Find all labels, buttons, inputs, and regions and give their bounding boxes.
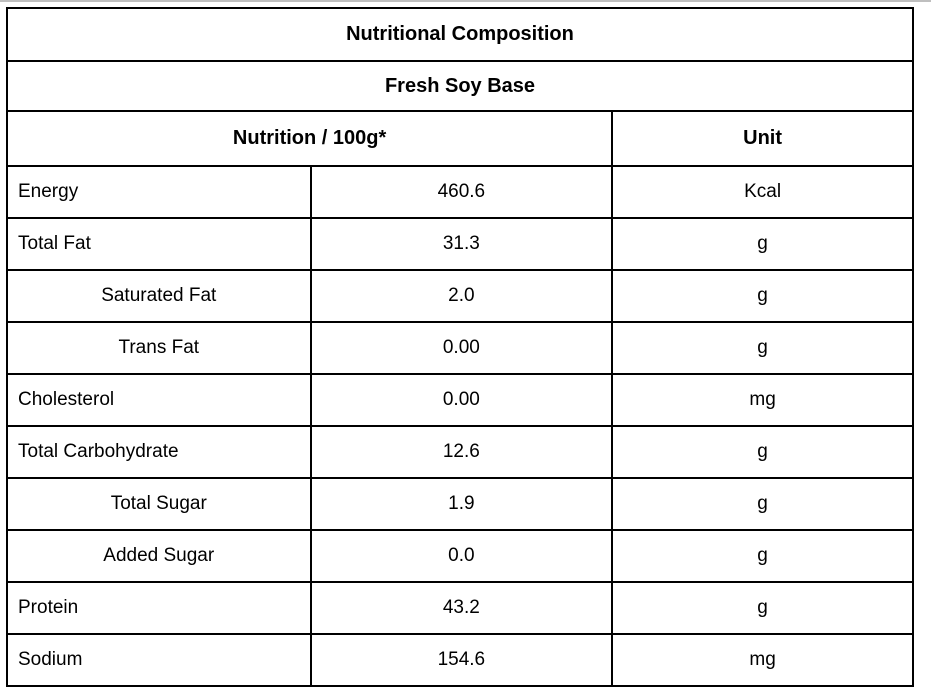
- row-label: Saturated Fat: [6, 269, 312, 323]
- table-row: Saturated Fat 2.0 g: [6, 269, 914, 323]
- row-label: Trans Fat: [6, 321, 312, 375]
- row-unit: g: [611, 321, 914, 375]
- row-unit: g: [611, 217, 914, 271]
- row-value: 460.6: [309, 165, 614, 219]
- row-unit: g: [611, 581, 914, 635]
- row-unit: mg: [611, 633, 914, 687]
- row-value: 31.3: [309, 217, 614, 271]
- nutrition-column-header: Nutrition / 100g*: [5, 110, 614, 167]
- table-row: Total Carbohydrate 12.6 g: [6, 425, 914, 479]
- table-row: Total Sugar 1.9 g: [6, 477, 914, 531]
- row-label: Added Sugar: [6, 529, 312, 583]
- screenshot-top-edge-line: [0, 0, 931, 2]
- row-value: 12.6: [309, 425, 614, 479]
- table-row: Total Fat 31.3 g: [6, 217, 914, 271]
- row-value: 1.9: [309, 477, 614, 531]
- row-value: 0.00: [309, 321, 614, 375]
- table-column-header-row: Nutrition / 100g* Unit: [5, 110, 914, 167]
- table-row: Cholesterol 0.00 mg: [6, 373, 914, 427]
- row-value: 43.2: [309, 581, 614, 635]
- table-row: Energy 460.6 Kcal: [6, 165, 914, 219]
- row-unit: g: [611, 477, 914, 531]
- nutrition-table-container: Nutritional Composition Fresh Soy Base N…: [5, 7, 914, 687]
- row-label: Sodium: [6, 633, 312, 687]
- row-label: Cholesterol: [6, 373, 312, 427]
- row-label: Total Fat: [6, 217, 312, 271]
- table-title: Nutritional Composition: [6, 7, 914, 62]
- row-value: 0.0: [309, 529, 614, 583]
- row-unit: g: [611, 269, 914, 323]
- nutrition-table: Nutritional Composition Fresh Soy Base N…: [5, 7, 914, 687]
- table-row: Trans Fat 0.00 g: [6, 321, 914, 375]
- table-subtitle: Fresh Soy Base: [6, 60, 914, 112]
- row-value: 2.0: [309, 269, 614, 323]
- table-row: Added Sugar 0.0 g: [6, 529, 914, 583]
- row-unit: g: [611, 425, 914, 479]
- row-value: 154.6: [309, 633, 614, 687]
- table-row: Protein 43.2 g: [6, 581, 914, 635]
- table-subtitle-row: Fresh Soy Base: [6, 60, 914, 112]
- row-unit: g: [611, 529, 914, 583]
- row-label: Total Carbohydrate: [6, 425, 312, 479]
- row-label: Protein: [6, 581, 312, 635]
- unit-column-header: Unit: [611, 110, 914, 167]
- row-unit: Kcal: [611, 165, 914, 219]
- table-title-row: Nutritional Composition: [6, 7, 914, 62]
- row-label: Total Sugar: [6, 477, 312, 531]
- row-unit: mg: [611, 373, 914, 427]
- row-value: 0.00: [309, 373, 614, 427]
- row-label: Energy: [6, 165, 312, 219]
- table-row: Sodium 154.6 mg: [6, 633, 914, 687]
